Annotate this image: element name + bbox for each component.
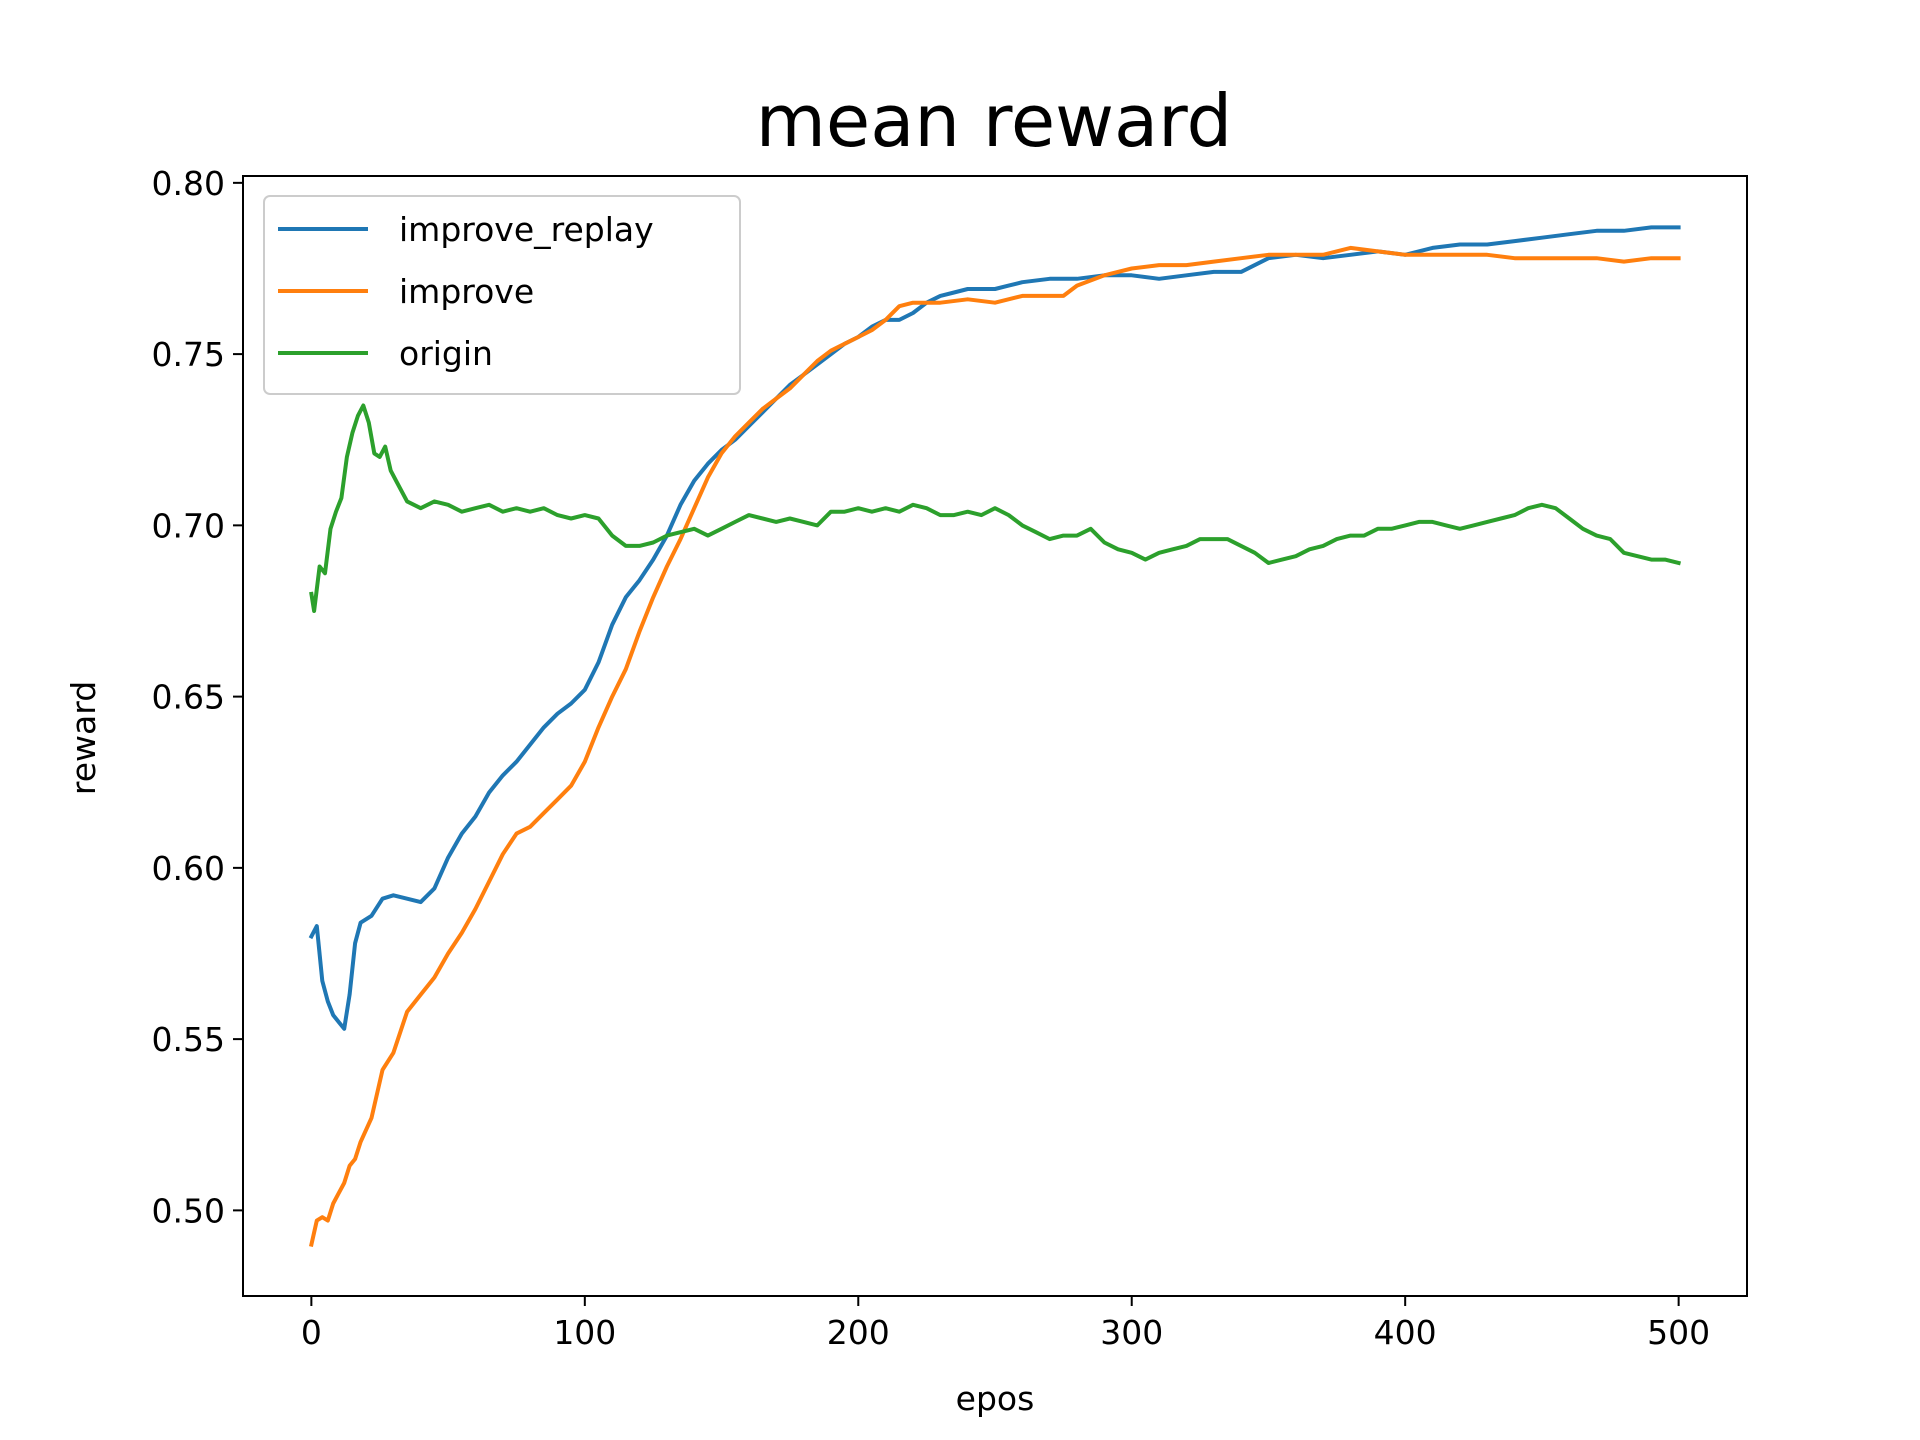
plot-area-frame xyxy=(242,175,1748,1297)
x-tick-label: 200 xyxy=(827,1313,890,1352)
legend: improve_replay improve origin xyxy=(263,195,741,395)
y-tick-label: 0.60 xyxy=(152,849,225,888)
x-tick-label: 100 xyxy=(553,1313,616,1352)
y-tick-label: 0.75 xyxy=(152,335,225,374)
x-tick-label: 300 xyxy=(1100,1313,1163,1352)
y-tick-label: 0.80 xyxy=(152,164,225,203)
x-tick-label: 400 xyxy=(1374,1313,1437,1352)
y-tick-label: 0.65 xyxy=(152,678,225,717)
y-tick-label: 0.55 xyxy=(152,1020,225,1059)
y-axis-label: reward xyxy=(64,681,103,795)
x-tick-label: 0 xyxy=(301,1313,322,1352)
series-layer xyxy=(308,225,1682,1247)
series-line-origin xyxy=(309,403,1682,613)
legend-label-origin: origin xyxy=(399,334,493,373)
legend-label-improve: improve xyxy=(399,272,534,311)
legend-box xyxy=(263,195,741,395)
x-axis: 0 100 200 300 400 500 xyxy=(301,1296,1710,1352)
chart-title: mean reward xyxy=(756,79,1232,163)
series-line-improve xyxy=(309,245,1681,1247)
x-axis-label: epos xyxy=(956,1379,1035,1418)
y-tick-label: 0.50 xyxy=(152,1191,225,1230)
x-tick-label: 500 xyxy=(1647,1313,1710,1352)
y-axis: 0.50 0.55 0.60 0.65 0.70 0.75 0.80 xyxy=(152,164,243,1230)
y-tick-label: 0.70 xyxy=(152,506,225,545)
legend-label-improve-replay: improve_replay xyxy=(399,210,654,249)
